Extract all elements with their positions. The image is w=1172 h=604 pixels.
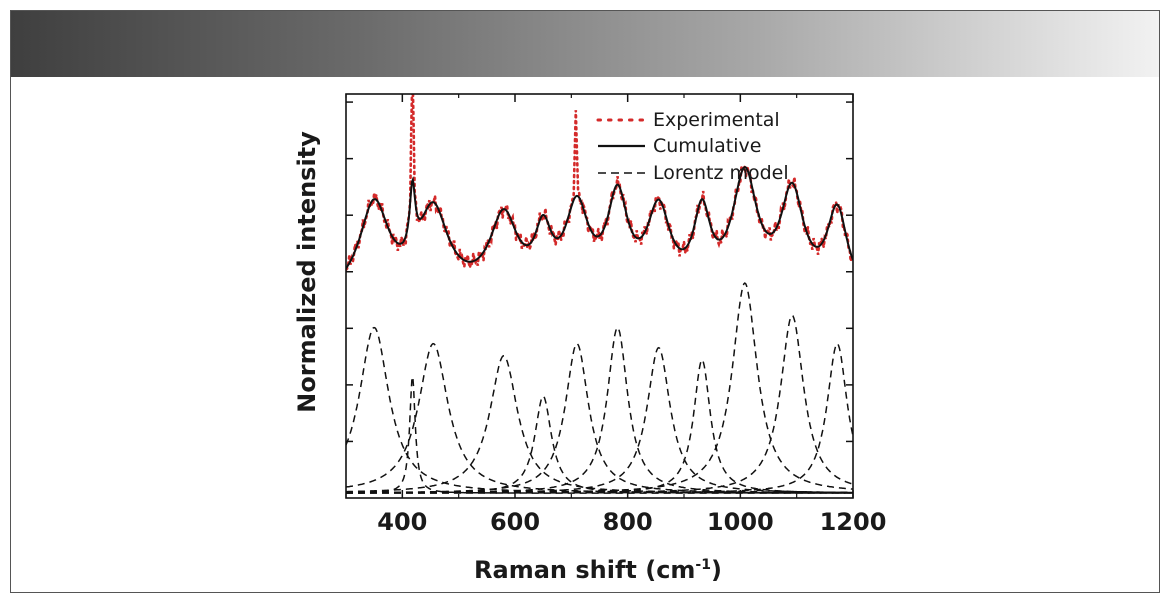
x-axis-title: Raman shift (cm-1) <box>474 556 722 584</box>
lorentz-component-1 <box>346 326 853 494</box>
lorentz-component-7 <box>346 326 853 494</box>
x-axis-title-close: ) <box>711 556 722 584</box>
lorentz-series <box>346 282 853 494</box>
x-tick-label-600: 600 <box>490 508 540 536</box>
x-axis-title-superscript: -1 <box>695 557 711 573</box>
x-axis-title-main: Raman shift (cm <box>474 556 695 584</box>
lorentz-component-3 <box>346 342 853 494</box>
legend-experimental-label: Experimental <box>653 109 780 131</box>
axis-ticks: 400 600 800 1000 1200 <box>345 94 887 536</box>
cumulative-line <box>346 166 853 269</box>
legend: Experimental Cumulative Lorentz model <box>596 109 789 184</box>
header-band <box>11 11 1159 77</box>
lorentz-component-12 <box>346 342 853 494</box>
lorentz-component-6 <box>346 342 853 494</box>
x-tick-label-1000: 1000 <box>707 508 774 536</box>
plot-area-border <box>345 93 854 499</box>
legend-cumulative-label: Cumulative <box>653 135 761 157</box>
legend-lorentz-label: Lorentz model <box>653 162 789 184</box>
cumulative-series <box>346 166 853 269</box>
experimental-series <box>346 94 853 272</box>
lorentz-component-11 <box>346 314 853 494</box>
figure-frame <box>10 10 1160 593</box>
x-tick-label-400: 400 <box>377 508 427 536</box>
lorentz-component-2 <box>346 376 853 494</box>
y-axis-title: Normalized intensity <box>293 131 321 413</box>
x-tick-label-1200: 1200 <box>820 508 887 536</box>
experimental-line <box>346 94 853 272</box>
x-tick-label-800: 800 <box>603 508 653 536</box>
lorentz-component-8 <box>346 346 853 494</box>
